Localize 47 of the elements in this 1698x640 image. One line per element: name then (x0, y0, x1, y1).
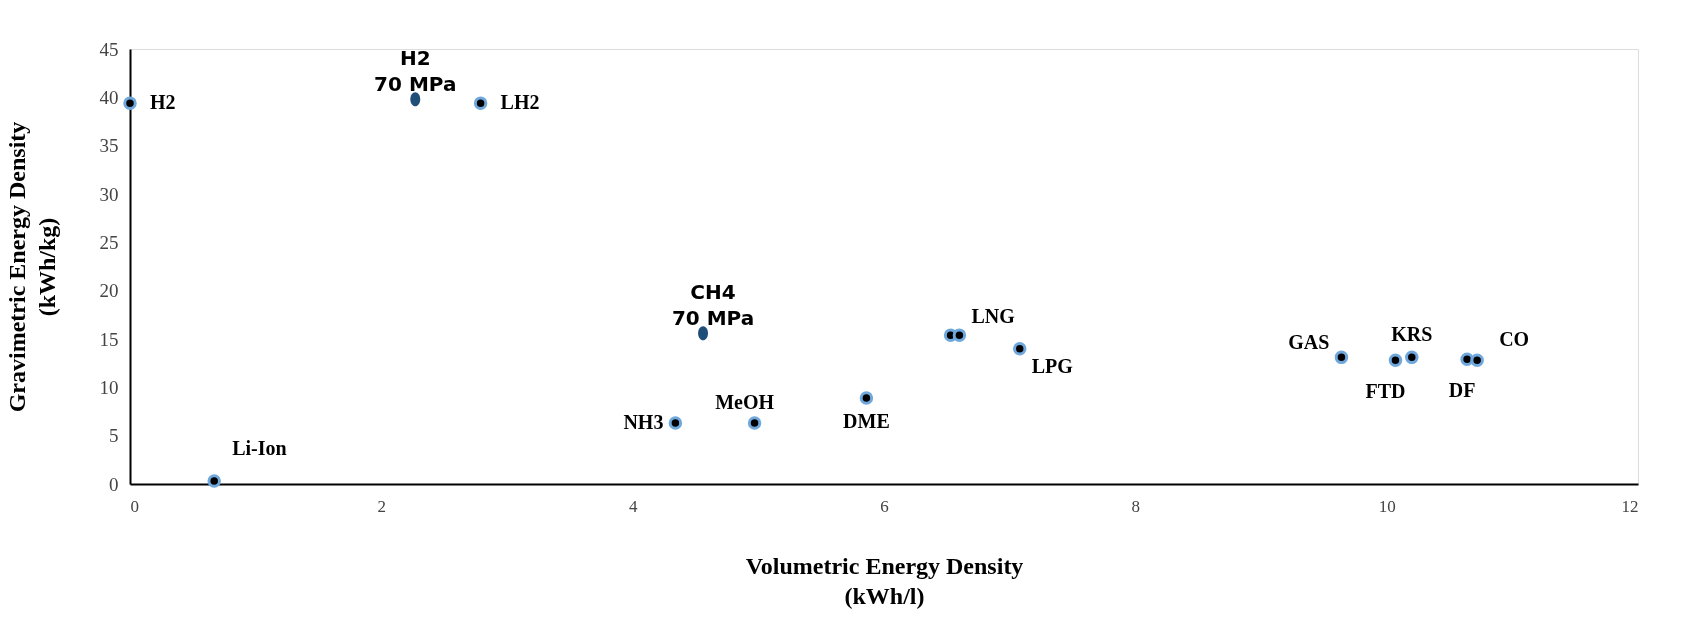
annotation: GAS (1288, 331, 1330, 354)
point (410, 92, 421, 107)
annotation: CH4 70 MPa (671, 280, 755, 331)
annotation: H2 70 MPa (374, 46, 457, 97)
y-tick-label: 20 (99, 280, 119, 302)
annotation: LH2 (500, 91, 540, 114)
point (668, 416, 683, 430)
y-axis-title: Gravimetric Energy Density (kWh/kg) (3, 121, 60, 413)
annotation: KRS (1391, 323, 1433, 346)
annotation: LNG (971, 305, 1016, 328)
x-tick-label: 0 (130, 496, 139, 516)
y-tick-label: 30 (99, 183, 119, 205)
annotation: Li-Ion (232, 437, 287, 460)
x-tick-label: 2 (377, 496, 387, 516)
y-tick-label: 15 (99, 328, 119, 350)
point (952, 328, 967, 342)
x-tick-label: 12 (1621, 496, 1639, 516)
y-tick-label: 25 (99, 231, 119, 253)
point (1470, 353, 1484, 367)
annotation: MeOH (715, 391, 775, 414)
point (859, 391, 874, 405)
point (473, 96, 488, 110)
annotation: CO (1499, 328, 1530, 351)
annotation: H2 (150, 91, 176, 114)
y-tick-label: 45 (99, 38, 119, 60)
point (1405, 350, 1419, 365)
x-axis-title: Volumetric Energy Density (kWh/l) (745, 552, 1024, 609)
point (1012, 341, 1027, 356)
y-tick-label: 10 (99, 376, 119, 398)
y-tick-label: 5 (109, 425, 119, 447)
y-tick-label: 35 (99, 135, 119, 157)
y-tick-label: 40 (99, 86, 119, 108)
annotation: LPG (1031, 354, 1074, 377)
annotation: NH3 (623, 411, 664, 434)
annotation: DF (1448, 379, 1476, 402)
point (123, 96, 137, 110)
x-tick-label: 8 (1131, 496, 1141, 516)
point (207, 474, 221, 488)
point (1334, 350, 1349, 365)
annotation: FTD (1365, 380, 1406, 403)
point (1388, 353, 1403, 367)
y-tick-label: 0 (109, 473, 119, 495)
point (747, 416, 762, 430)
x-tick-label: 4 (628, 496, 638, 516)
x-tick-label: 10 (1378, 496, 1396, 516)
annotation: DME (843, 409, 890, 432)
x-tick-label: 6 (880, 496, 889, 516)
